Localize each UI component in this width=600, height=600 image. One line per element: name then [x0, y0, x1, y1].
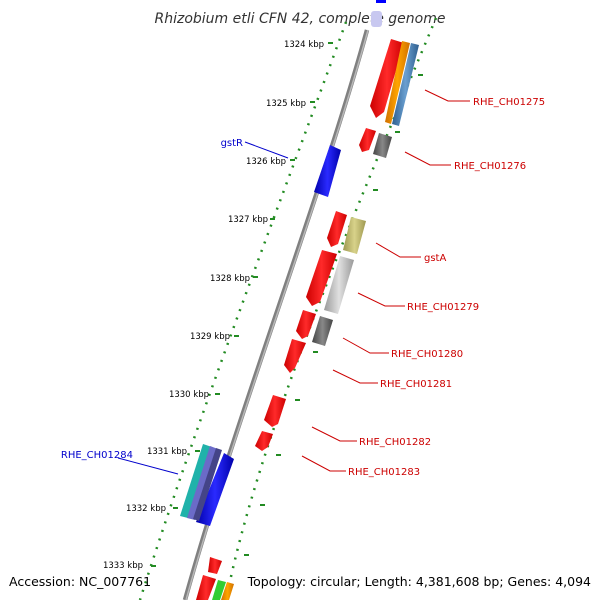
tick-label-1333: 1333 kbp: [103, 561, 143, 571]
tick-label-1331: 1331 kbp: [147, 447, 187, 457]
gene-red-near-RHE_CH01279[interactable]: [306, 250, 337, 306]
gene-label-RHE_CH01284[interactable]: RHE_CH01284: [61, 450, 133, 461]
gene-RHE_CH01282[interactable]: [264, 395, 286, 427]
gene-RHE_CH01275-steelblue-feature[interactable]: [392, 43, 419, 126]
kbp-tick-labels: 1324 kbp 1325 kbp 1326 kbp 1327 kbp 1328…: [103, 40, 324, 571]
gene-label-RHE_CH01275[interactable]: RHE_CH01275: [473, 97, 545, 108]
gene-partial-bottom-red-2[interactable]: [196, 575, 216, 600]
gene-RHE_CH01279[interactable]: [324, 256, 354, 314]
gene-RHE_CH01276-red[interactable]: [359, 128, 376, 152]
gene-labels: RHE_CH01275 RHE_CH01276 gstR gstA RHE_CH…: [61, 97, 545, 478]
gene-label-RHE_CH01282[interactable]: RHE_CH01282: [359, 437, 431, 448]
tick-label-1332: 1332 kbp: [126, 504, 166, 514]
tick-label-1330: 1330 kbp: [169, 390, 209, 400]
gene-label-gstR[interactable]: gstR: [221, 138, 243, 149]
label-leader-lines: [117, 89, 470, 475]
gene-gstR[interactable]: [314, 145, 341, 197]
reverse-strand-genes: [180, 145, 341, 526]
genome-summary-text: Topology: circular; Length: 4,381,608 bp…: [247, 574, 591, 589]
tick-label-1325: 1325 kbp: [266, 99, 306, 109]
gene-RHE_CH01284[interactable]: [196, 453, 234, 526]
partial-feature-top: [371, 11, 382, 27]
gene-label-gstA[interactable]: gstA: [424, 253, 446, 264]
forward-strand-genes: [196, 39, 419, 600]
tick-label-1324: 1324 kbp: [284, 40, 324, 50]
tick-label-1327: 1327 kbp: [228, 215, 268, 225]
gene-lavender-feature[interactable]: [187, 446, 218, 520]
map-title: Rhizobium etli CFN 42, complete genome: [155, 11, 446, 27]
gene-partial-bottom-green[interactable]: [212, 580, 226, 600]
tick-label-1326: 1326 kbp: [246, 157, 286, 167]
kbp-tick-marks: [151, 42, 333, 567]
gene-RHE_CH01275-orange-feature[interactable]: [385, 41, 410, 124]
gene-label-RHE_CH01283[interactable]: RHE_CH01283: [348, 467, 420, 478]
gene-dark-feature[interactable]: [193, 448, 222, 521]
gene-red-near-RHE_CH01280[interactable]: [296, 310, 316, 339]
tick-label-1328: 1328 kbp: [210, 274, 250, 284]
partial-blue-feature-top: [376, 0, 386, 3]
gene-partial-bottom-red-1[interactable]: [208, 557, 222, 574]
gene-RHE_CH01281[interactable]: [284, 339, 306, 373]
gene-RHE_CH01280[interactable]: [312, 316, 333, 346]
tick-label-1329: 1329 kbp: [190, 332, 230, 342]
gene-RHE_CH01276[interactable]: [373, 133, 392, 158]
gene-RHE_CH01283[interactable]: [255, 431, 273, 451]
gene-label-RHE_CH01281[interactable]: RHE_CH01281: [380, 379, 452, 390]
gene-cyan-feature[interactable]: [180, 444, 212, 518]
gene-red-near-gstA[interactable]: [327, 211, 347, 247]
gene-label-RHE_CH01279[interactable]: RHE_CH01279: [407, 302, 479, 313]
gene-partial-bottom-orange[interactable]: [221, 582, 234, 600]
gene-RHE_CH01275[interactable]: [370, 39, 404, 118]
accession-text: Accession: NC_007761: [9, 574, 151, 589]
gene-gstA[interactable]: [343, 217, 366, 254]
gene-label-RHE_CH01280[interactable]: RHE_CH01280: [391, 349, 463, 360]
gene-label-RHE_CH01276[interactable]: RHE_CH01276: [454, 161, 526, 172]
